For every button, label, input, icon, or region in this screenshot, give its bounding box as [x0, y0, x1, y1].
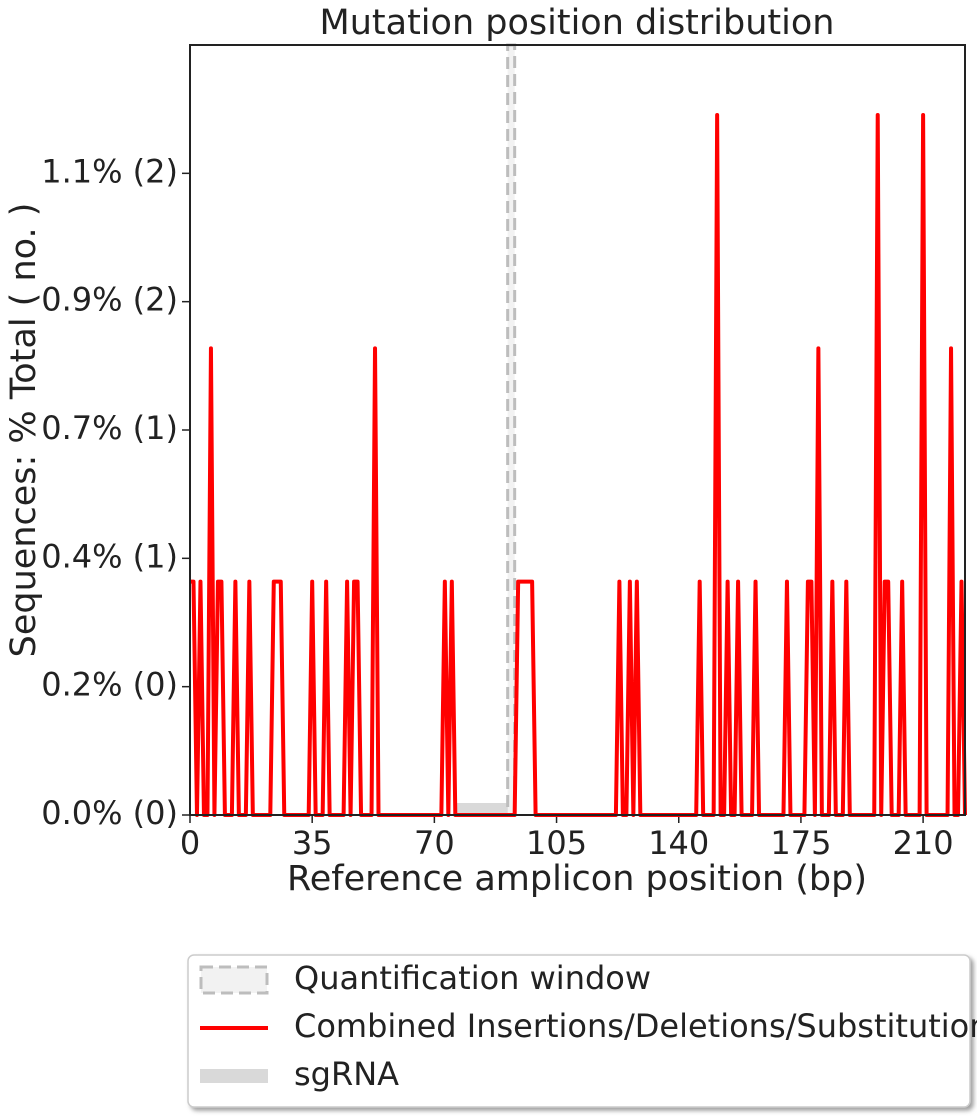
y-tick-label: 1.1% (2) — [41, 152, 178, 190]
x-tick-label: 105 — [526, 824, 587, 862]
y-tick-label: 0.2% (0) — [41, 666, 178, 704]
quantification-window — [506, 43, 517, 817]
x-tick-label: 140 — [648, 824, 709, 862]
legend-label: sgRNA — [294, 1055, 399, 1093]
data-line — [190, 113, 967, 817]
y-tick-label: 0.0% (0) — [41, 794, 178, 832]
legend-box — [187, 954, 971, 1108]
x-tick-label: 35 — [292, 824, 333, 862]
legend-window-icon — [199, 965, 269, 995]
chart-title: Mutation position distribution — [320, 3, 835, 43]
x-axis-label: Reference amplicon position (bp) — [287, 859, 867, 899]
y-tick-label: 0.9% (2) — [41, 281, 178, 319]
x-tick-label: 175 — [770, 824, 831, 862]
y-tick-label: 0.7% (1) — [41, 409, 178, 447]
y-axis-label: Sequences: % Total ( no. ) — [4, 203, 44, 658]
legend-label: Quantification window — [294, 959, 651, 997]
x-tick-label: 70 — [414, 824, 455, 862]
x-tick-label: 0 — [180, 824, 200, 862]
plot-frame — [189, 44, 966, 816]
y-tick-label: 0.4% (1) — [41, 537, 178, 575]
x-tick-label: 210 — [893, 824, 954, 862]
legend-label: Combined Insertions/Deletions/Substituti… — [294, 1007, 977, 1045]
